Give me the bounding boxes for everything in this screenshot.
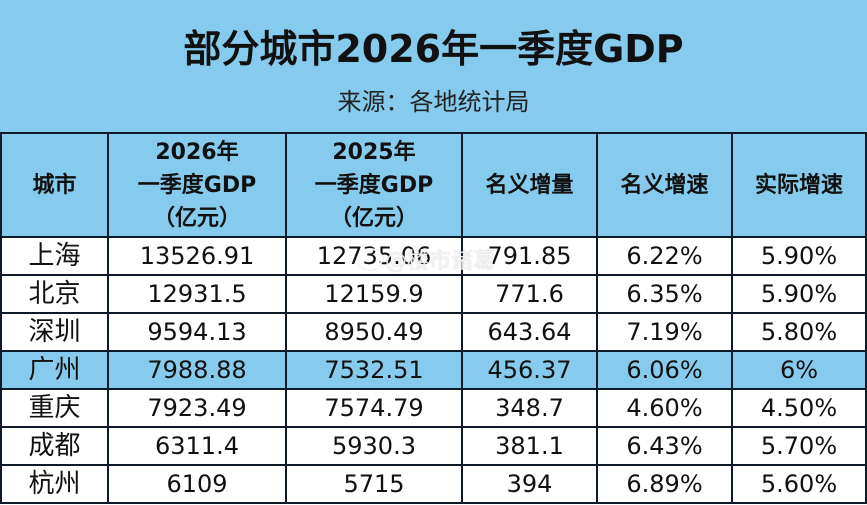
- chart-title: 部分城市2026年一季度GDP: [183, 27, 684, 71]
- nominal-increase-cell: 643.64: [461, 312, 598, 352]
- title-banner: 部分城市2026年一季度GDP 来源：各地统计局: [0, 0, 867, 133]
- gdp-2025-cell: 7532.51: [285, 350, 463, 390]
- gdp-2025-cell: 7574.79: [285, 388, 463, 428]
- gdp-2025-cell: 12159.9: [285, 274, 463, 314]
- gdp-2026-cell: 9594.13: [107, 312, 287, 352]
- city-cell: 杭州: [0, 464, 109, 504]
- city-cell: 成都: [0, 426, 109, 466]
- gdp-2025-cell: 8950.49: [285, 312, 463, 352]
- gdp-2026-cell: 13526.91: [107, 236, 287, 276]
- col-header-real-growth: 实际增速: [731, 132, 867, 238]
- real-growth-cell: 6%: [731, 350, 867, 390]
- gdp-2026-cell: 7988.88: [107, 350, 287, 390]
- gdp-2025-cell: 5715: [285, 464, 463, 504]
- real-growth-cell: 4.50%: [731, 388, 867, 428]
- col-header-gdp-2026: 2026年 一季度GDP （亿元）: [107, 132, 287, 238]
- city-cell: 深圳: [0, 312, 109, 352]
- gdp-2026-cell: 6109: [107, 464, 287, 504]
- nominal-increase-cell: 394: [461, 464, 598, 504]
- real-growth-cell: 5.70%: [731, 426, 867, 466]
- nominal-increase-cell: 348.7: [461, 388, 598, 428]
- nominal-growth-cell: 4.60%: [596, 388, 733, 428]
- real-growth-cell: 5.90%: [731, 274, 867, 314]
- header-row: 城市 2026年 一季度GDP （亿元） 2025年 一季度GDP （亿元） 名义增量 …: [0, 132, 867, 238]
- nominal-increase-cell: 381.1: [461, 426, 598, 466]
- table-row: 北京 12931.5 12159.9 771.6 6.35% 5.90%: [0, 274, 867, 314]
- nominal-increase-cell: 771.6: [461, 274, 598, 314]
- city-cell: 广州: [0, 350, 109, 390]
- nominal-growth-cell: 6.22%: [596, 236, 733, 276]
- gdp-2025-cell: 12735.06: [285, 236, 463, 276]
- gdp-2025-cell: 5930.3: [285, 426, 463, 466]
- city-cell: 重庆: [0, 388, 109, 428]
- col-header-nominal-growth: 名义增速: [596, 132, 733, 238]
- city-cell: 北京: [0, 274, 109, 314]
- real-growth-cell: 5.80%: [731, 312, 867, 352]
- nominal-growth-cell: 6.06%: [596, 350, 733, 390]
- table-row: 成都 6311.4 5930.3 381.1 6.43% 5.70%: [0, 426, 867, 466]
- gdp-2026-cell: 7923.49: [107, 388, 287, 428]
- gdp-2026-cell: 6311.4: [107, 426, 287, 466]
- nominal-increase-cell: 456.37: [461, 350, 598, 390]
- table-row: 杭州 6109 5715 394 6.89% 5.60%: [0, 464, 867, 504]
- source-note: 来源：各地统计局: [337, 88, 530, 116]
- table-row: 深圳 9594.13 8950.49 643.64 7.19% 5.80%: [0, 312, 867, 352]
- col-header-nominal-increase: 名义增量: [461, 132, 598, 238]
- table-row-highlighted: 广州 7988.88 7532.51 456.37 6.06% 6%: [0, 350, 867, 390]
- nominal-growth-cell: 7.19%: [596, 312, 733, 352]
- real-growth-cell: 5.90%: [731, 236, 867, 276]
- nominal-growth-cell: 6.89%: [596, 464, 733, 504]
- gdp-table: 城市 2026年 一季度GDP （亿元） 2025年 一季度GDP （亿元） 名义增量 …: [0, 132, 867, 504]
- real-growth-cell: 5.60%: [731, 464, 867, 504]
- nominal-growth-cell: 6.43%: [596, 426, 733, 466]
- nominal-increase-cell: 791.85: [461, 236, 598, 276]
- col-header-gdp-2025: 2025年 一季度GDP （亿元）: [285, 132, 463, 238]
- table-row: 上海 13526.91 12735.06 791.85 6.22% 5.90%: [0, 236, 867, 276]
- table-row: 重庆 7923.49 7574.79 348.7 4.60% 4.50%: [0, 388, 867, 428]
- nominal-growth-cell: 6.35%: [596, 274, 733, 314]
- col-header-city: 城市: [0, 132, 109, 238]
- city-cell: 上海: [0, 236, 109, 276]
- gdp-2026-cell: 12931.5: [107, 274, 287, 314]
